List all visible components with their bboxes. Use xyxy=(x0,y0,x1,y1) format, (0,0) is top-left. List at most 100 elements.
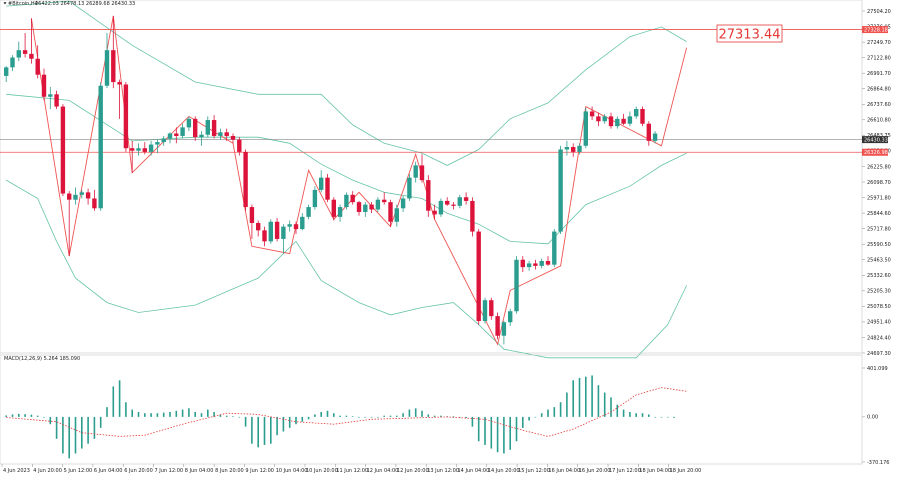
candle-body xyxy=(640,109,645,124)
candle xyxy=(205,116,210,138)
price-tick-label: 25717.80 xyxy=(867,226,891,232)
candle xyxy=(413,161,418,183)
candle-body xyxy=(571,147,576,152)
price-tick-label: 24951.40 xyxy=(867,320,891,326)
candle-body xyxy=(451,204,456,206)
candle xyxy=(369,202,374,214)
macd-bar xyxy=(55,416,58,439)
annotation-text: 27313.44 xyxy=(718,28,780,43)
candle-body xyxy=(35,58,40,75)
macd-bar xyxy=(553,407,556,417)
macd-bar xyxy=(591,375,593,417)
candle-body xyxy=(111,50,116,83)
price-tick-label: 27504.20 xyxy=(867,9,891,15)
candle xyxy=(470,197,475,237)
candle xyxy=(621,113,626,125)
candle xyxy=(256,220,261,237)
candle xyxy=(237,137,242,156)
macd-bar xyxy=(87,416,89,444)
candle xyxy=(193,116,198,141)
candle xyxy=(35,45,40,79)
price-tick-label: 26737.60 xyxy=(867,102,891,108)
candle-body xyxy=(539,260,544,266)
candle-body xyxy=(22,50,28,54)
bollinger-upper xyxy=(6,0,687,166)
candle-body xyxy=(92,198,97,209)
macd-bar xyxy=(421,410,423,417)
candle-body xyxy=(331,199,336,217)
macd-bar xyxy=(43,416,45,418)
candle-body xyxy=(287,224,292,227)
candle xyxy=(350,191,355,205)
candle-body xyxy=(29,53,34,59)
macd-bar xyxy=(534,416,537,418)
bollinger-lower xyxy=(5,179,687,359)
price-annotation: 27313.44 xyxy=(716,24,783,43)
macd-bar xyxy=(320,412,322,417)
time-tick-label: 10 Jun 04:00 xyxy=(276,468,308,474)
candle-body xyxy=(142,148,147,152)
candle xyxy=(508,308,513,326)
price-tick-label: 27249.70 xyxy=(867,40,891,46)
candle xyxy=(571,143,576,157)
macd-bar xyxy=(137,412,140,417)
macd-tick-label: -370.176 xyxy=(867,460,889,466)
candle xyxy=(495,312,500,340)
time-tick-label: 14 Jun 20:00 xyxy=(488,468,520,474)
macd-bar xyxy=(547,409,549,417)
candle-body xyxy=(419,165,425,181)
candlesticks xyxy=(4,15,658,345)
candle-body xyxy=(363,204,368,212)
candle xyxy=(319,170,324,193)
candle xyxy=(596,112,601,127)
macd-bar xyxy=(503,416,505,454)
price-tick-label: 25078.50 xyxy=(867,304,891,310)
macd-bar xyxy=(156,413,159,417)
macd-bar xyxy=(276,416,278,436)
candle-body xyxy=(621,118,626,124)
macd-bar xyxy=(490,416,493,449)
candle-body xyxy=(174,133,179,136)
macd-bar xyxy=(301,416,304,422)
time-tick-label: 7 Jun 12:00 xyxy=(155,468,184,474)
price-pane-frame xyxy=(0,0,863,354)
macd-pane-frame xyxy=(0,354,863,465)
macd-bar xyxy=(396,415,398,417)
candle-body xyxy=(161,138,166,143)
candle xyxy=(463,192,469,205)
macd-signal-line xyxy=(6,387,687,437)
macd-bar xyxy=(370,416,373,418)
macd-bar xyxy=(496,416,499,453)
time-tick-label: 4 Jun 20:00 xyxy=(33,468,62,474)
macd-bar xyxy=(654,416,656,418)
candle xyxy=(300,213,305,231)
macd-bar xyxy=(572,380,574,417)
macd-bar xyxy=(181,409,184,417)
candle-body xyxy=(375,199,381,210)
candle-body xyxy=(337,207,343,217)
candle xyxy=(400,196,406,212)
candle xyxy=(520,256,525,273)
candle xyxy=(142,142,147,155)
time-tick-label: 15 Jun 12:00 xyxy=(518,468,550,474)
candle-body xyxy=(10,57,15,68)
macd-bar xyxy=(484,416,486,445)
candle-body xyxy=(463,197,469,201)
candle-body xyxy=(413,165,418,178)
candle xyxy=(60,104,66,197)
macd-bar xyxy=(188,408,190,417)
candle xyxy=(73,187,78,205)
price-tag xyxy=(862,148,888,156)
candle xyxy=(186,116,192,132)
candle xyxy=(230,133,236,144)
macd-bar xyxy=(597,385,600,417)
macd-bar xyxy=(414,408,417,417)
macd-bar xyxy=(62,416,64,454)
dropdown-icon[interactable] xyxy=(3,2,7,5)
candle-body xyxy=(293,224,299,230)
candle xyxy=(130,140,135,173)
candle-body xyxy=(249,207,255,223)
candle-body xyxy=(457,197,462,206)
price-tick-label: 25332.60 xyxy=(867,273,891,279)
candle xyxy=(602,113,607,124)
